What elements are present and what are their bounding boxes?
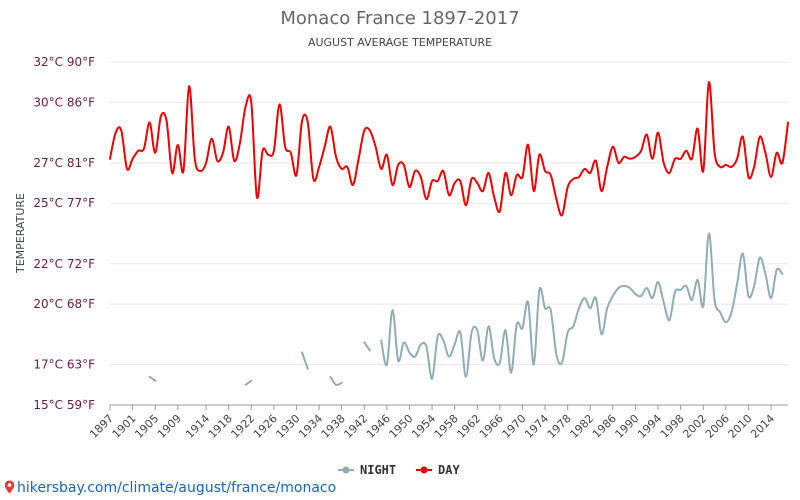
x-tick-label: 2010 [726, 412, 755, 441]
x-tick-label: 1974 [522, 412, 551, 441]
x-tick-label: 1950 [387, 412, 416, 441]
source-link-text: hikersbay.com/climate/august/france/mona… [17, 480, 337, 496]
x-tick-label: 1966 [477, 412, 506, 441]
y-tick-label: 17°C 63°F [33, 358, 95, 372]
x-tick-label: 1901 [110, 412, 139, 441]
x-tick-label: 1942 [341, 412, 370, 441]
x-tick-label: 1914 [183, 412, 212, 441]
x-tick-label: 1922 [228, 412, 257, 441]
x-tick-label: 1930 [274, 412, 303, 441]
x-tick-label: 2002 [680, 412, 709, 441]
x-tick-label: 1897 [87, 412, 116, 441]
x-tick-label: 1954 [409, 412, 438, 441]
x-tick-label: 1905 [132, 412, 161, 441]
series-lines [109, 81, 789, 387]
x-tick-label: 1986 [590, 412, 619, 441]
legend-marker-day [420, 466, 428, 474]
y-tick-label: 32°C 90°F [33, 55, 95, 69]
temperature-chart: Monaco France 1897-2017 AUGUST AVERAGE T… [14, 8, 789, 477]
x-tick-label: 1958 [432, 412, 461, 441]
legend-item-night[interactable]: NIGHT [338, 463, 396, 477]
legend-item-day[interactable]: DAY [416, 463, 460, 477]
y-tick-label: 25°C 77°F [33, 196, 95, 210]
map-pin-icon [4, 480, 15, 494]
y-axis-title: TEMPERATURE [14, 193, 27, 274]
y-tick-label: 30°C 86°F [33, 95, 95, 109]
series-line-night [380, 232, 784, 380]
x-tick-label: 1918 [206, 412, 235, 441]
gridlines [110, 61, 788, 406]
y-tick-label: 15°C 59°F [33, 398, 95, 412]
legend-label-night: NIGHT [360, 463, 396, 477]
x-tick-label: 1990 [613, 412, 642, 441]
series-line-night [363, 341, 371, 352]
x-tick-label: 1934 [296, 412, 325, 441]
source-link[interactable]: hikersbay.com/climate/august/france/mona… [4, 480, 336, 496]
legend-label-day: DAY [438, 463, 460, 477]
chart-subtitle: AUGUST AVERAGE TEMPERATURE [308, 36, 492, 49]
x-tick-label: 1946 [364, 412, 393, 441]
x-tick-label: 1982 [567, 412, 596, 441]
series-line-night [329, 375, 343, 387]
x-tick-label: 1998 [658, 412, 687, 441]
series-line-day [109, 81, 789, 217]
x-tick-label: 2006 [703, 412, 732, 441]
x-tick-label: 1978 [545, 412, 574, 441]
x-tick-label: 1909 [155, 412, 184, 441]
x-tick-label: 1938 [319, 412, 348, 441]
x-tick-label: 2014 [748, 412, 777, 441]
chart-title: Monaco France 1897-2017 [280, 8, 519, 29]
series-line-night [301, 351, 309, 370]
x-tick-label: 1926 [251, 412, 280, 441]
legend[interactable]: NIGHT DAY [338, 463, 460, 477]
series-line-night [244, 379, 253, 386]
y-axis-ticks: 15°C 59°F 17°C 63°F 20°C 68°F 22°C 72°F 25°C… [33, 55, 95, 412]
x-tick-label: 1970 [500, 412, 529, 441]
x-tick-label: 1962 [454, 412, 483, 441]
y-tick-label: 20°C 68°F [33, 297, 95, 311]
y-tick-label: 27°C 81°F [33, 156, 95, 170]
x-tick-label: 1994 [635, 412, 664, 441]
series-line-night [148, 375, 157, 382]
legend-marker-night [342, 466, 350, 474]
y-tick-label: 22°C 72°F [33, 257, 95, 271]
